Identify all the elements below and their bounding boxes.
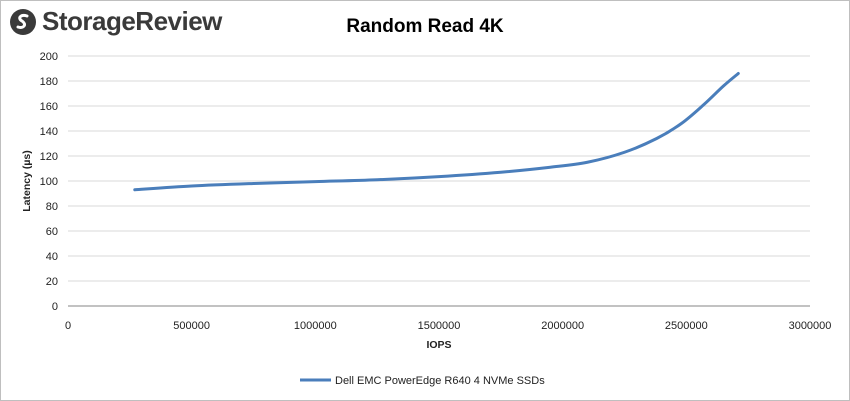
- x-axis-title: IOPS: [426, 339, 451, 351]
- x-tick-label: 0: [65, 320, 71, 332]
- x-tick-label: 1500000: [418, 320, 461, 332]
- x-tick-label: 3000000: [789, 320, 832, 332]
- x-tick-label: 2000000: [541, 320, 584, 332]
- y-tick-label: 60: [46, 226, 58, 238]
- series-lines: [133, 72, 740, 192]
- x-tick-label: 1000000: [294, 320, 337, 332]
- y-tick-label: 200: [40, 51, 58, 63]
- series-line: [133, 72, 740, 192]
- gridlines: [68, 55, 810, 282]
- x-tick-labels: 0 500000 1000000 1500000 2000000 2500000 30000…: [65, 320, 831, 332]
- storagereview-logo: StorageReview: [8, 6, 222, 37]
- y-tick-label: 40: [46, 251, 58, 263]
- y-tick-label: 0: [52, 301, 58, 313]
- brand-name: StorageReview: [42, 6, 222, 36]
- y-tick-label: 120: [40, 151, 58, 163]
- y-tick-label: 140: [40, 126, 58, 138]
- y-tick-label: 80: [46, 201, 58, 213]
- y-tick-label: 160: [40, 101, 58, 113]
- y-axis-title: Latency (µs): [21, 150, 33, 211]
- storagereview-icon: [10, 8, 36, 35]
- x-tick-label: 500000: [173, 320, 210, 332]
- y-tick-label: 20: [46, 276, 58, 288]
- y-tick-label: 180: [40, 76, 58, 88]
- y-tick-label: 100: [40, 176, 58, 188]
- legend-label: Dell EMC PowerEdge R640 4 NVMe SSDs: [335, 375, 545, 387]
- chart-title: Random Read 4K: [346, 16, 504, 37]
- y-tick-labels: 0 20 40 60 80 100 120 140 160 180 200: [40, 51, 58, 313]
- x-tick-label: 2500000: [665, 320, 708, 332]
